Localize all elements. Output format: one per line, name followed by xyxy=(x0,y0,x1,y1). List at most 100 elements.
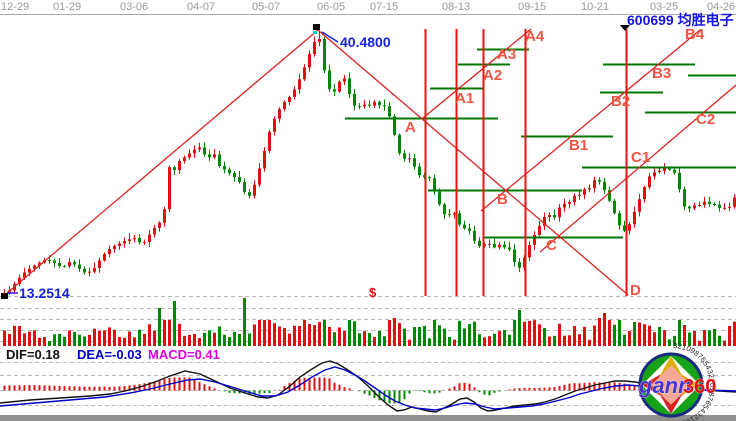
candle xyxy=(528,245,531,258)
volume-bar xyxy=(78,334,81,346)
candle xyxy=(333,89,336,92)
date-label: 01-29 xyxy=(53,1,82,13)
volume-bar xyxy=(178,323,181,346)
peak-marker[interactable] xyxy=(313,24,320,30)
low-marker[interactable] xyxy=(1,293,8,299)
volume-bar xyxy=(573,326,576,346)
volume-bar xyxy=(398,323,401,346)
volume-bar xyxy=(483,337,486,346)
candle xyxy=(658,170,661,173)
volume-bar xyxy=(673,336,676,346)
volume-bar xyxy=(213,332,216,346)
volume-bar xyxy=(263,320,266,346)
candle xyxy=(163,209,166,223)
candle xyxy=(688,206,691,209)
candle xyxy=(233,173,236,177)
candle xyxy=(553,215,556,218)
volume-bar xyxy=(98,331,101,346)
candle xyxy=(73,261,76,265)
volume-bar xyxy=(283,328,286,346)
candle xyxy=(458,213,461,225)
candle xyxy=(353,94,356,106)
candle xyxy=(708,201,711,204)
candle xyxy=(628,224,631,231)
candle xyxy=(323,39,326,71)
candle xyxy=(243,182,246,193)
candle xyxy=(493,243,496,248)
volume-bar xyxy=(353,321,356,346)
volume-bar xyxy=(318,322,321,346)
top-triangle-marker[interactable] xyxy=(620,25,630,31)
volume-bar xyxy=(498,331,501,346)
volume-bar xyxy=(63,336,66,346)
bottom-scroll-band[interactable] xyxy=(0,415,736,421)
candle xyxy=(693,205,696,209)
volume-bar xyxy=(303,320,306,346)
volume-bar xyxy=(478,334,481,346)
candle xyxy=(148,234,151,242)
volume-bar xyxy=(493,333,496,346)
volume-bar xyxy=(383,336,386,346)
candle xyxy=(193,149,196,154)
volume-bar xyxy=(3,330,6,346)
candle xyxy=(698,205,701,206)
volume-bar xyxy=(533,320,536,346)
candle xyxy=(273,118,276,132)
stock-title: 600699 均胜电子 xyxy=(627,12,734,28)
volume-bar xyxy=(468,324,471,346)
candle xyxy=(98,260,101,268)
high-price-label: 40.4800 xyxy=(340,34,391,50)
volume-bar xyxy=(448,336,451,346)
gann-time-lines xyxy=(424,29,628,296)
candle xyxy=(213,154,216,158)
gann-levels xyxy=(345,48,736,239)
volume-bar xyxy=(373,336,376,346)
candle xyxy=(118,243,121,246)
candle xyxy=(153,227,156,235)
volume-bar xyxy=(358,333,361,346)
date-axis: 12-29 01-29 03-06 04-07 05-07 06-05 07-15 08-13… xyxy=(0,0,736,14)
volume-bar xyxy=(93,328,96,346)
peak-tick xyxy=(313,31,317,34)
candle xyxy=(198,147,201,150)
candle xyxy=(388,106,391,117)
volume-bar xyxy=(583,326,586,346)
candle xyxy=(183,157,186,161)
candle xyxy=(478,240,481,247)
volume-bar xyxy=(23,333,26,346)
volume-bar xyxy=(503,330,506,346)
volume-bar xyxy=(628,330,631,346)
date-label: 08-13 xyxy=(442,1,471,13)
candle xyxy=(593,180,596,189)
volume-bar xyxy=(433,320,436,346)
gann-point-labels: A A1 A2 A3 A4 B B1 B2 B3 B4 C C1 C2 D xyxy=(405,26,715,299)
volume-bar xyxy=(333,332,336,346)
volume-bar xyxy=(168,320,171,346)
volume-bar xyxy=(408,339,411,346)
volume-bar xyxy=(28,331,31,346)
candle xyxy=(348,78,351,94)
volume-bar xyxy=(53,334,56,346)
gann-fan-lines xyxy=(6,28,736,296)
candle xyxy=(343,78,346,82)
volume-bar xyxy=(143,333,146,346)
candle xyxy=(683,189,686,207)
volume-bar xyxy=(403,328,406,346)
candle xyxy=(108,249,111,254)
candle xyxy=(318,39,321,42)
gann-point-label: A2 xyxy=(483,67,502,84)
volume-bar xyxy=(473,321,476,346)
candle xyxy=(543,217,546,226)
volume-bar xyxy=(378,331,381,346)
volume-bar xyxy=(688,332,691,346)
date-label: 05-07 xyxy=(252,1,281,13)
candle xyxy=(308,54,311,68)
date-label: 12-29 xyxy=(1,1,30,13)
candle xyxy=(398,134,401,154)
gann-point-label: A3 xyxy=(497,46,516,63)
date-label: 10-21 xyxy=(581,1,610,13)
volume-bar xyxy=(13,325,16,346)
volume-bar xyxy=(198,338,201,346)
volume-bar xyxy=(538,324,541,346)
